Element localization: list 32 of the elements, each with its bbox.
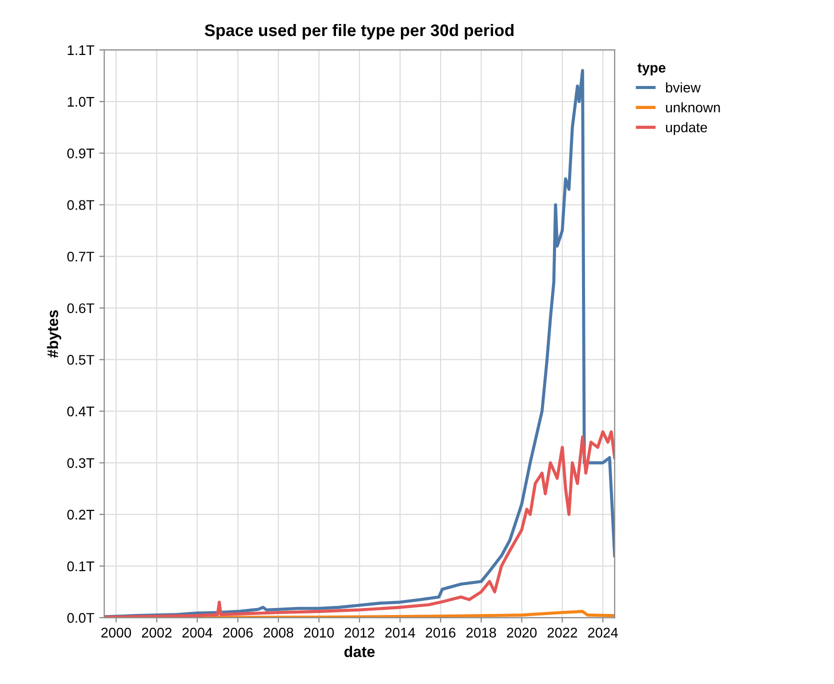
y-axis-title: #bytes xyxy=(46,310,62,358)
x-axis-title: date xyxy=(344,646,375,658)
legend-label: update xyxy=(666,122,708,136)
x-tick-label: 2020 xyxy=(506,628,537,638)
x-tick-label: 2000 xyxy=(101,628,132,638)
y-tick-label: 0.7T xyxy=(67,252,94,262)
y-tick-label: 1.1T xyxy=(68,45,94,55)
y-tick-label: 0.4T xyxy=(67,406,94,416)
x-tick-label: 2008 xyxy=(264,628,294,638)
x-tick-label: 2006 xyxy=(223,628,253,638)
x-tick-label: 2004 xyxy=(182,628,212,638)
y-tick-label: 0.8T xyxy=(67,200,94,210)
legend-label: unknown xyxy=(666,102,720,112)
x-tick-label: 2016 xyxy=(426,628,456,638)
y-tick-label: 0.9T xyxy=(67,148,94,158)
x-tick-label: 2014 xyxy=(385,628,416,638)
y-tick-label: 0.1T xyxy=(67,561,94,572)
y-tick-label: 0.3T xyxy=(67,458,94,468)
x-tick-label: 2012 xyxy=(344,628,374,638)
x-tick-label: 2018 xyxy=(466,628,496,638)
legend-title: type xyxy=(638,63,666,76)
y-tick-label: 0.6T xyxy=(67,303,94,314)
x-tick-label: 2002 xyxy=(142,628,172,638)
legend-label: bview xyxy=(666,82,701,93)
y-tick-label: 0.0T xyxy=(67,612,94,623)
y-tick-label: 1.0T xyxy=(68,96,94,107)
x-tick-label: 2024 xyxy=(588,628,618,638)
y-tick-label: 0.2T xyxy=(67,510,94,520)
y-tick-label: 0.5T xyxy=(67,354,94,365)
chart-title: Space used per file type per 30d period xyxy=(204,24,514,40)
x-tick-label: 2022 xyxy=(548,628,578,638)
x-tick-label: 2010 xyxy=(304,628,334,638)
